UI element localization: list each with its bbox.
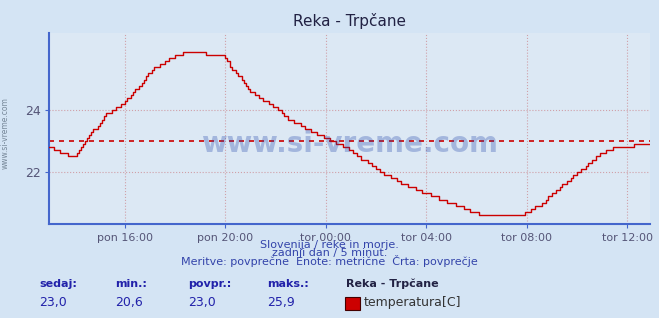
Text: 23,0: 23,0 [188,296,215,309]
Text: zadnji dan / 5 minut.: zadnji dan / 5 minut. [272,248,387,258]
Text: min.:: min.: [115,279,147,289]
Text: povpr.:: povpr.: [188,279,231,289]
Text: 25,9: 25,9 [267,296,295,309]
Text: Slovenija / reke in morje.: Slovenija / reke in morje. [260,240,399,250]
Text: sedaj:: sedaj: [40,279,77,289]
Text: www.si-vreme.com: www.si-vreme.com [202,130,498,158]
Title: Reka - Trpčane: Reka - Trpčane [293,13,407,30]
Text: Meritve: povprečne  Enote: metrične  Črta: povprečje: Meritve: povprečne Enote: metrične Črta:… [181,255,478,266]
Text: www.si-vreme.com: www.si-vreme.com [1,98,10,169]
Text: 23,0: 23,0 [40,296,67,309]
Text: maks.:: maks.: [267,279,308,289]
Text: 20,6: 20,6 [115,296,143,309]
Text: Reka - Trpčane: Reka - Trpčane [346,278,439,289]
Text: temperatura[C]: temperatura[C] [364,296,461,309]
